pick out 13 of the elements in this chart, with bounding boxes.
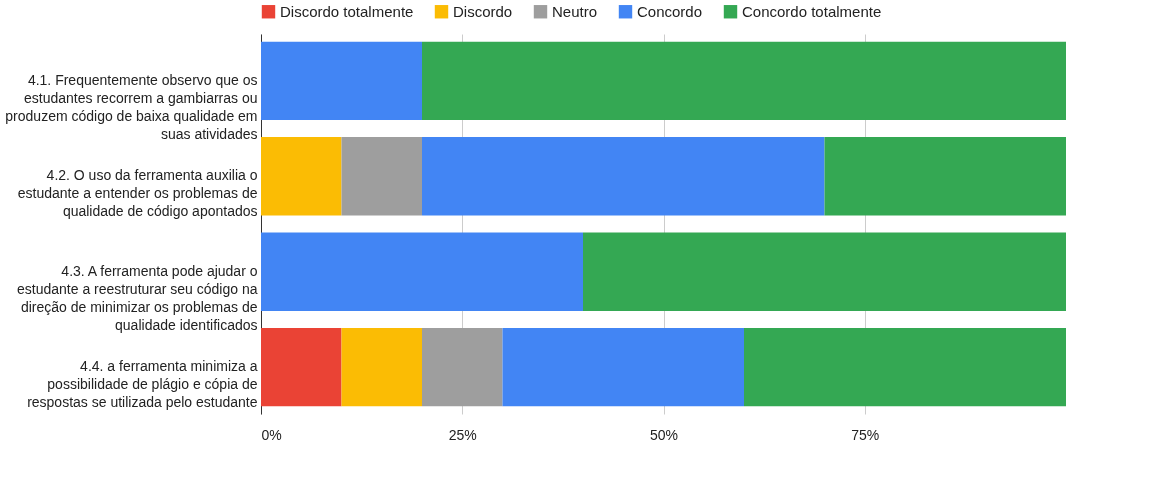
x-tick-label: 75% [851, 426, 880, 443]
x-tick-label: 25% [448, 426, 477, 443]
legend-label: Discordo totalmente [280, 2, 414, 20]
x-tick-label: 50% [649, 426, 679, 443]
y-tick-label: 4.3. A ferramenta pode ajudar o estudante a reestruturar seu código na direção de minimizar os problemas de qualidade identificados [17, 262, 258, 333]
legend-label: Concordo [637, 2, 703, 20]
y-tick-label: 4.1. Frequentemente observo que os estudantes recorrem a gambiarras ou produzem código de baixa qualidade em suas atividades [5, 71, 258, 142]
y-tick-label: 4.4. a ferramenta minimiza a possibilidade de plágio e cópia de respostas se utilizada pelo estudante [27, 358, 258, 411]
y-tick-label: 4.2. O uso da ferramenta auxilia o estudante a entender os problemas de qualidade de código apontados [17, 167, 258, 220]
legend-label: Discordo [453, 2, 513, 20]
x-tick-label: 0% [261, 426, 282, 443]
legend-label: Neutro [552, 2, 598, 20]
legend-label: Concordo totalmente [742, 2, 882, 20]
